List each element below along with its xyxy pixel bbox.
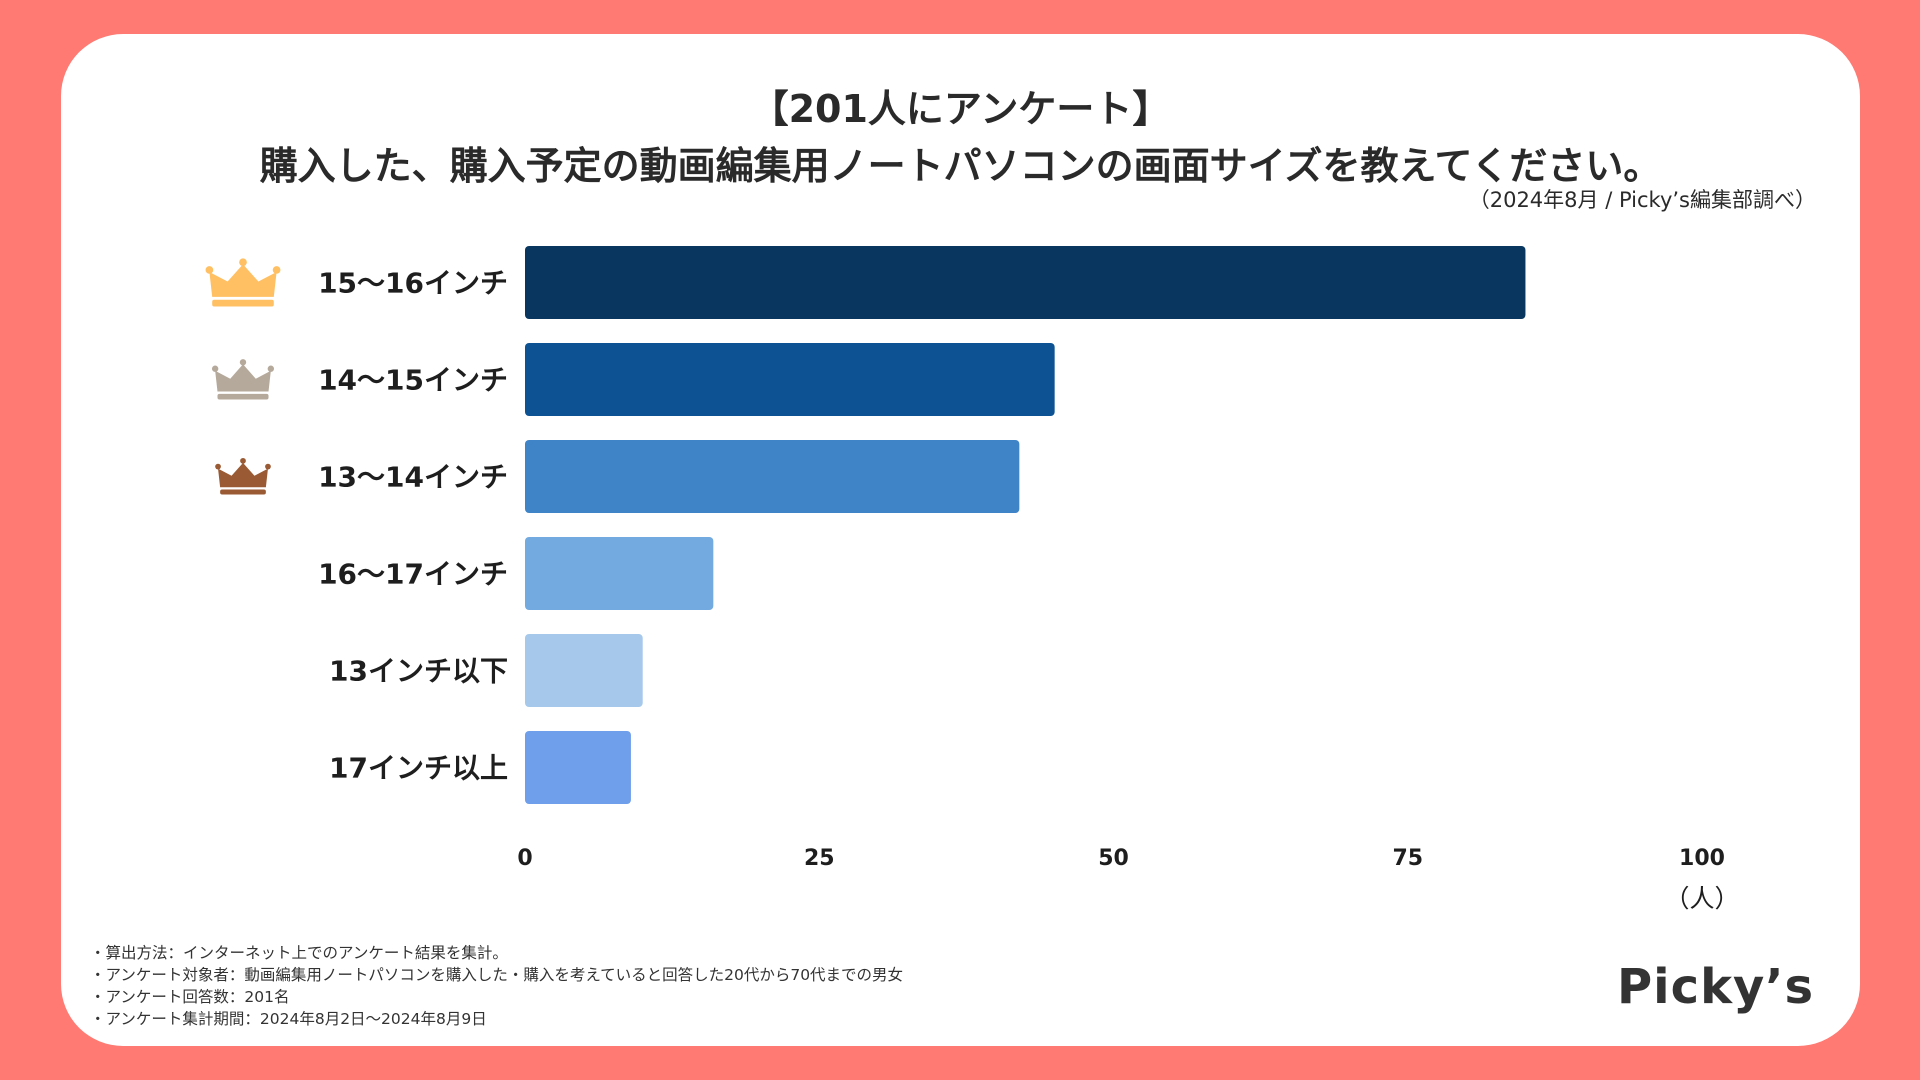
category-label-1: 15〜16インチ <box>318 267 508 300</box>
silver-crown-jewel-1 <box>211 365 219 372</box>
note-period: ・アンケート集計期間：2024年8月2日〜2024年8月9日 <box>90 1010 487 1028</box>
bar-3 <box>525 440 1020 513</box>
x-axis-unit-label: （人） <box>1664 884 1739 913</box>
silver-crown-jewel-3 <box>267 365 275 372</box>
category-label-2: 14〜15インチ <box>318 364 508 397</box>
x-tick-label-4: 75 <box>1392 846 1423 871</box>
survey-card: 【201人にアンケート】 購入した、購入予定の動画編集用ノートパソコンの画面サイ… <box>61 34 1860 1046</box>
gold-crown-jewel-2 <box>239 258 247 267</box>
category-label-5: 13インチ以下 <box>329 655 508 688</box>
bar-2 <box>525 343 1055 416</box>
bronze-crown-jewel-1 <box>215 463 221 470</box>
bar-6 <box>525 731 631 804</box>
category-label-4: 16〜17インチ <box>318 558 508 591</box>
category-label-6: 17インチ以上 <box>329 752 508 785</box>
chart-title: 購入した、購入予定の動画編集用ノートパソコンの画面サイズを教えてください。 <box>259 144 1662 188</box>
x-tick-label-5: 100 <box>1679 846 1725 871</box>
bar-5 <box>525 634 643 707</box>
silver-crown-jewel-2 <box>239 359 247 366</box>
silver-crown-base <box>217 393 269 400</box>
note-target: ・アンケート対象者：動画編集用ノートパソコンを購入した・購入を考えていると回答し… <box>90 966 904 984</box>
bronze-crown-base <box>220 489 266 495</box>
note-count: ・アンケート回答数：201名 <box>90 988 290 1006</box>
pickys-logo: Picky’s <box>1617 959 1815 1015</box>
gold-crown-jewel-3 <box>272 266 281 274</box>
survey-heading: 【201人にアンケート】 <box>750 87 1171 131</box>
gold-crown-jewel-1 <box>205 266 214 274</box>
survey-notes: ・算出方法：インターネット上でのアンケート結果を集計。 ・アンケート対象者：動画… <box>90 942 903 1030</box>
x-tick-label-3: 50 <box>1098 846 1129 871</box>
note-method: ・算出方法：インターネット上でのアンケート結果を集計。 <box>90 944 508 962</box>
bar-4 <box>525 537 714 610</box>
bar-1 <box>525 246 1526 319</box>
bronze-crown-icon <box>218 462 268 488</box>
source-note: （2024年8月 / Picky’s編集部調べ） <box>1468 188 1816 212</box>
bronze-crown-jewel-2 <box>240 457 246 464</box>
x-tick-label-1: 0 <box>517 846 532 871</box>
gold-crown-base <box>212 299 274 307</box>
gold-crown-icon <box>209 264 277 297</box>
x-tick-label-2: 25 <box>804 846 835 871</box>
category-label-3: 13〜14インチ <box>318 461 508 494</box>
silver-crown-icon <box>215 364 271 392</box>
bronze-crown-jewel-3 <box>265 463 271 470</box>
